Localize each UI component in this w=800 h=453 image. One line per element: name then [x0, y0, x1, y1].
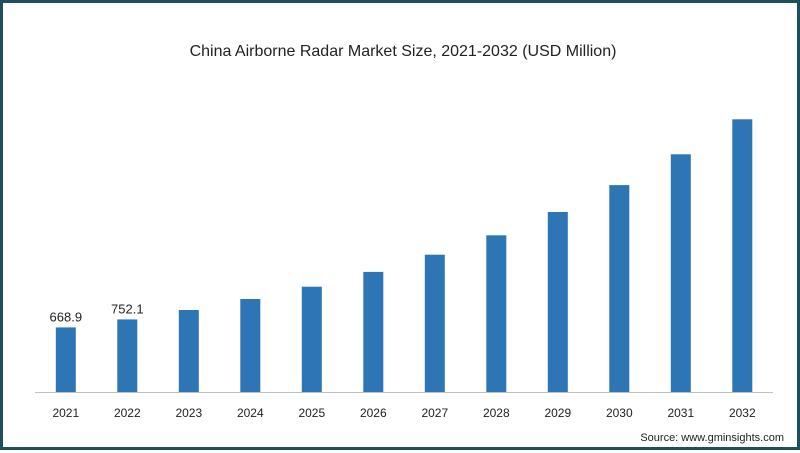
- x-tick-label-2027: 2027: [421, 406, 448, 420]
- bar-2032: [732, 119, 753, 393]
- data-label-2021: 668.9: [50, 309, 83, 324]
- x-tick-label-2023: 2023: [175, 406, 202, 420]
- source-text: Source: www.gminsights.com: [640, 432, 784, 444]
- x-tick-label-2024: 2024: [237, 406, 264, 420]
- bar-2031: [670, 154, 691, 392]
- bar-2027: [424, 254, 445, 392]
- x-tick-label-2021: 2021: [52, 406, 79, 420]
- bar-2022: [117, 319, 138, 392]
- labels-group: 2021 668.9 2022 752.1 2023 2024 2025 2026 2027 20…: [50, 301, 756, 420]
- bar-2023: [178, 310, 199, 392]
- bar-2025: [301, 286, 322, 392]
- bar-2024: [240, 299, 261, 392]
- bar-2029: [547, 212, 568, 392]
- x-tick-label-2031: 2031: [667, 406, 694, 420]
- bars-group: [55, 119, 753, 393]
- chart-canvas: China Airborne Radar Market Size, 2021-2…: [35, 43, 784, 444]
- x-tick-label-2028: 2028: [483, 406, 510, 420]
- chart-title: China Airborne Radar Market Size, 2021-2…: [190, 43, 617, 60]
- x-tick-label-2030: 2030: [606, 406, 633, 420]
- x-tick-label-2026: 2026: [360, 406, 387, 420]
- x-tick-label-2029: 2029: [544, 406, 571, 420]
- x-tick-label-2025: 2025: [298, 406, 325, 420]
- x-tick-label-2032: 2032: [729, 406, 756, 420]
- bar-2026: [363, 271, 384, 392]
- bar-2028: [486, 235, 507, 392]
- x-tick-label-2022: 2022: [114, 406, 141, 420]
- bar-2030: [609, 185, 630, 392]
- data-label-2022: 752.1: [111, 301, 144, 316]
- bar-2021: [55, 327, 76, 392]
